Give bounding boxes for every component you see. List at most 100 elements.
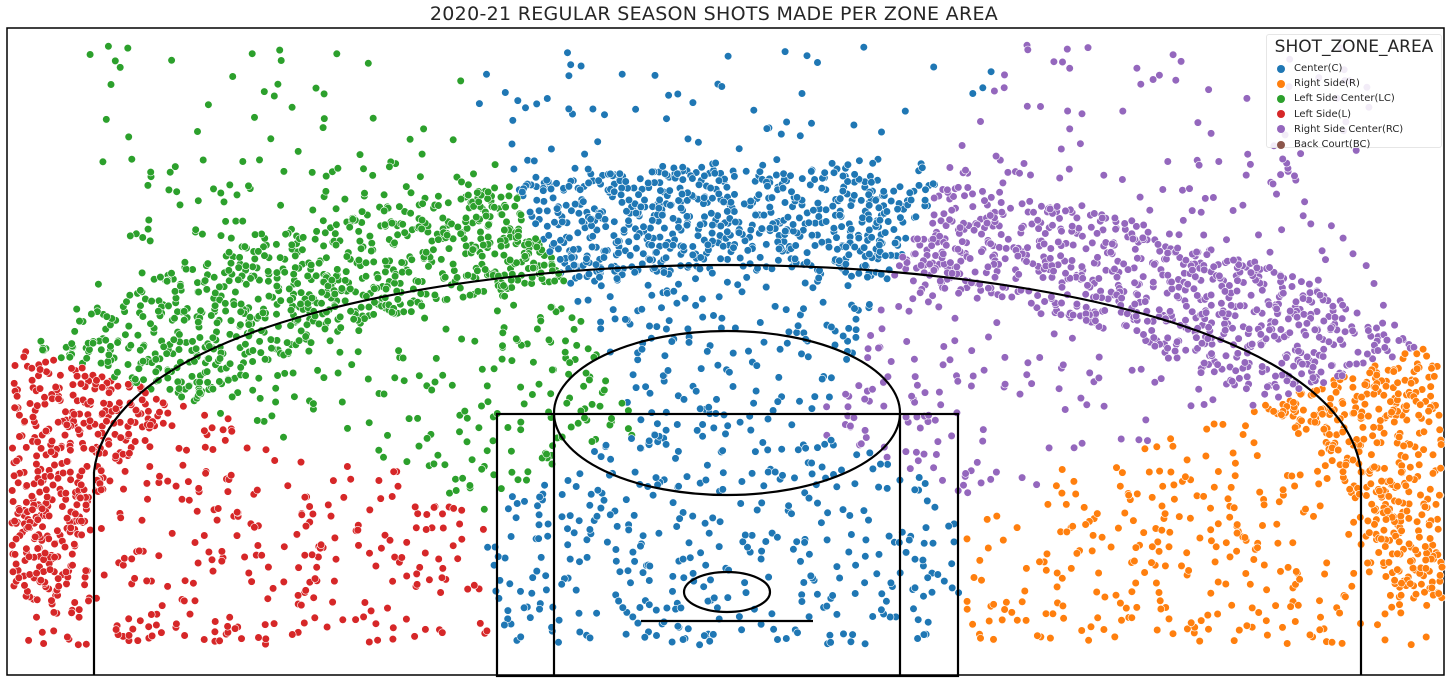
shot-point xyxy=(562,399,571,408)
shot-point xyxy=(860,578,869,587)
shot-point xyxy=(813,499,822,508)
shot-point xyxy=(1178,186,1187,195)
shot-point xyxy=(805,550,814,559)
shot-point xyxy=(718,485,727,494)
shot-point xyxy=(696,548,705,557)
shot-point xyxy=(1228,324,1237,333)
shot-point xyxy=(1023,358,1032,367)
shot-point xyxy=(67,364,76,373)
shot-point xyxy=(365,637,374,647)
shot-point xyxy=(838,186,848,196)
shot-point xyxy=(413,580,422,589)
shot-point xyxy=(1099,171,1108,180)
shot-point xyxy=(143,181,152,190)
shot-point xyxy=(66,523,75,533)
shot-point xyxy=(616,190,626,199)
shot-point xyxy=(528,390,537,399)
shot-point xyxy=(652,605,661,615)
shot-point xyxy=(624,237,633,246)
shot-point xyxy=(1200,359,1209,368)
shot-point xyxy=(784,327,794,337)
shot-point xyxy=(1139,528,1148,537)
shot-point xyxy=(654,204,663,213)
shot-point xyxy=(1200,265,1209,275)
shot-point xyxy=(1277,359,1286,368)
shot-point xyxy=(983,262,993,272)
shot-point xyxy=(865,225,874,234)
shot-point xyxy=(792,537,801,546)
shot-point xyxy=(450,266,459,275)
shot-point xyxy=(607,414,616,423)
shot-point xyxy=(622,207,631,216)
shot-point xyxy=(740,578,749,587)
shot-point xyxy=(1199,492,1208,501)
shot-point xyxy=(940,284,949,293)
shot-point xyxy=(364,374,373,384)
shot-point xyxy=(501,553,510,563)
shot-point xyxy=(631,383,641,392)
shot-point xyxy=(148,631,157,641)
shot-point xyxy=(380,206,389,215)
shot-point xyxy=(97,466,106,475)
shot-point xyxy=(942,241,951,250)
shot-point xyxy=(1221,351,1231,360)
shot-point xyxy=(138,312,147,321)
shot-point xyxy=(393,230,402,239)
shot-point xyxy=(527,589,536,598)
shot-point xyxy=(1110,213,1119,223)
shot-point xyxy=(584,165,593,174)
shot-point xyxy=(622,495,631,504)
shot-point xyxy=(1183,280,1192,289)
shot-point xyxy=(170,314,179,323)
shot-point xyxy=(33,401,42,410)
shot-point xyxy=(1027,379,1036,388)
shot-point xyxy=(175,200,185,209)
shot-point xyxy=(470,581,479,590)
shot-point xyxy=(1052,582,1062,592)
shot-point xyxy=(1316,613,1325,622)
shot-point xyxy=(984,284,993,293)
shot-point xyxy=(532,196,541,205)
shot-point xyxy=(374,476,384,485)
shot-point xyxy=(522,476,531,485)
shot-point xyxy=(787,509,796,518)
shot-point xyxy=(81,500,91,510)
shot-point xyxy=(389,467,398,476)
shot-point xyxy=(659,268,669,277)
shot-point xyxy=(314,319,324,329)
shot-point xyxy=(1393,378,1402,387)
shot-point xyxy=(877,589,886,598)
shot-point xyxy=(749,399,758,408)
shot-point xyxy=(193,507,202,516)
shot-point xyxy=(1284,314,1293,324)
shot-point xyxy=(373,273,383,283)
shot-point xyxy=(1082,400,1091,409)
shot-point xyxy=(674,223,683,232)
shot-point xyxy=(1181,346,1190,355)
shot-point xyxy=(1385,476,1395,486)
shot-point xyxy=(195,388,204,397)
shot-point xyxy=(427,385,436,395)
shot-point xyxy=(742,273,751,282)
shot-point xyxy=(379,389,389,399)
shot-point xyxy=(1087,223,1096,232)
shot-point xyxy=(286,306,296,315)
shot-point xyxy=(418,199,427,208)
shot-point xyxy=(126,231,135,240)
shot-point xyxy=(1436,464,1445,473)
shot-point xyxy=(208,333,217,342)
shot-point xyxy=(1025,197,1034,206)
shot-point xyxy=(595,273,604,282)
shot-point xyxy=(332,204,341,213)
shot-point xyxy=(354,541,363,550)
shot-point xyxy=(200,426,209,435)
shot-point xyxy=(1341,460,1350,470)
shot-point xyxy=(8,541,17,550)
shot-point xyxy=(567,253,576,262)
shot-point xyxy=(614,596,623,606)
shot-point xyxy=(1069,477,1078,486)
shot-point xyxy=(1078,274,1087,283)
shot-point xyxy=(969,226,979,235)
shot-point xyxy=(723,207,732,216)
shot-point xyxy=(818,374,827,384)
